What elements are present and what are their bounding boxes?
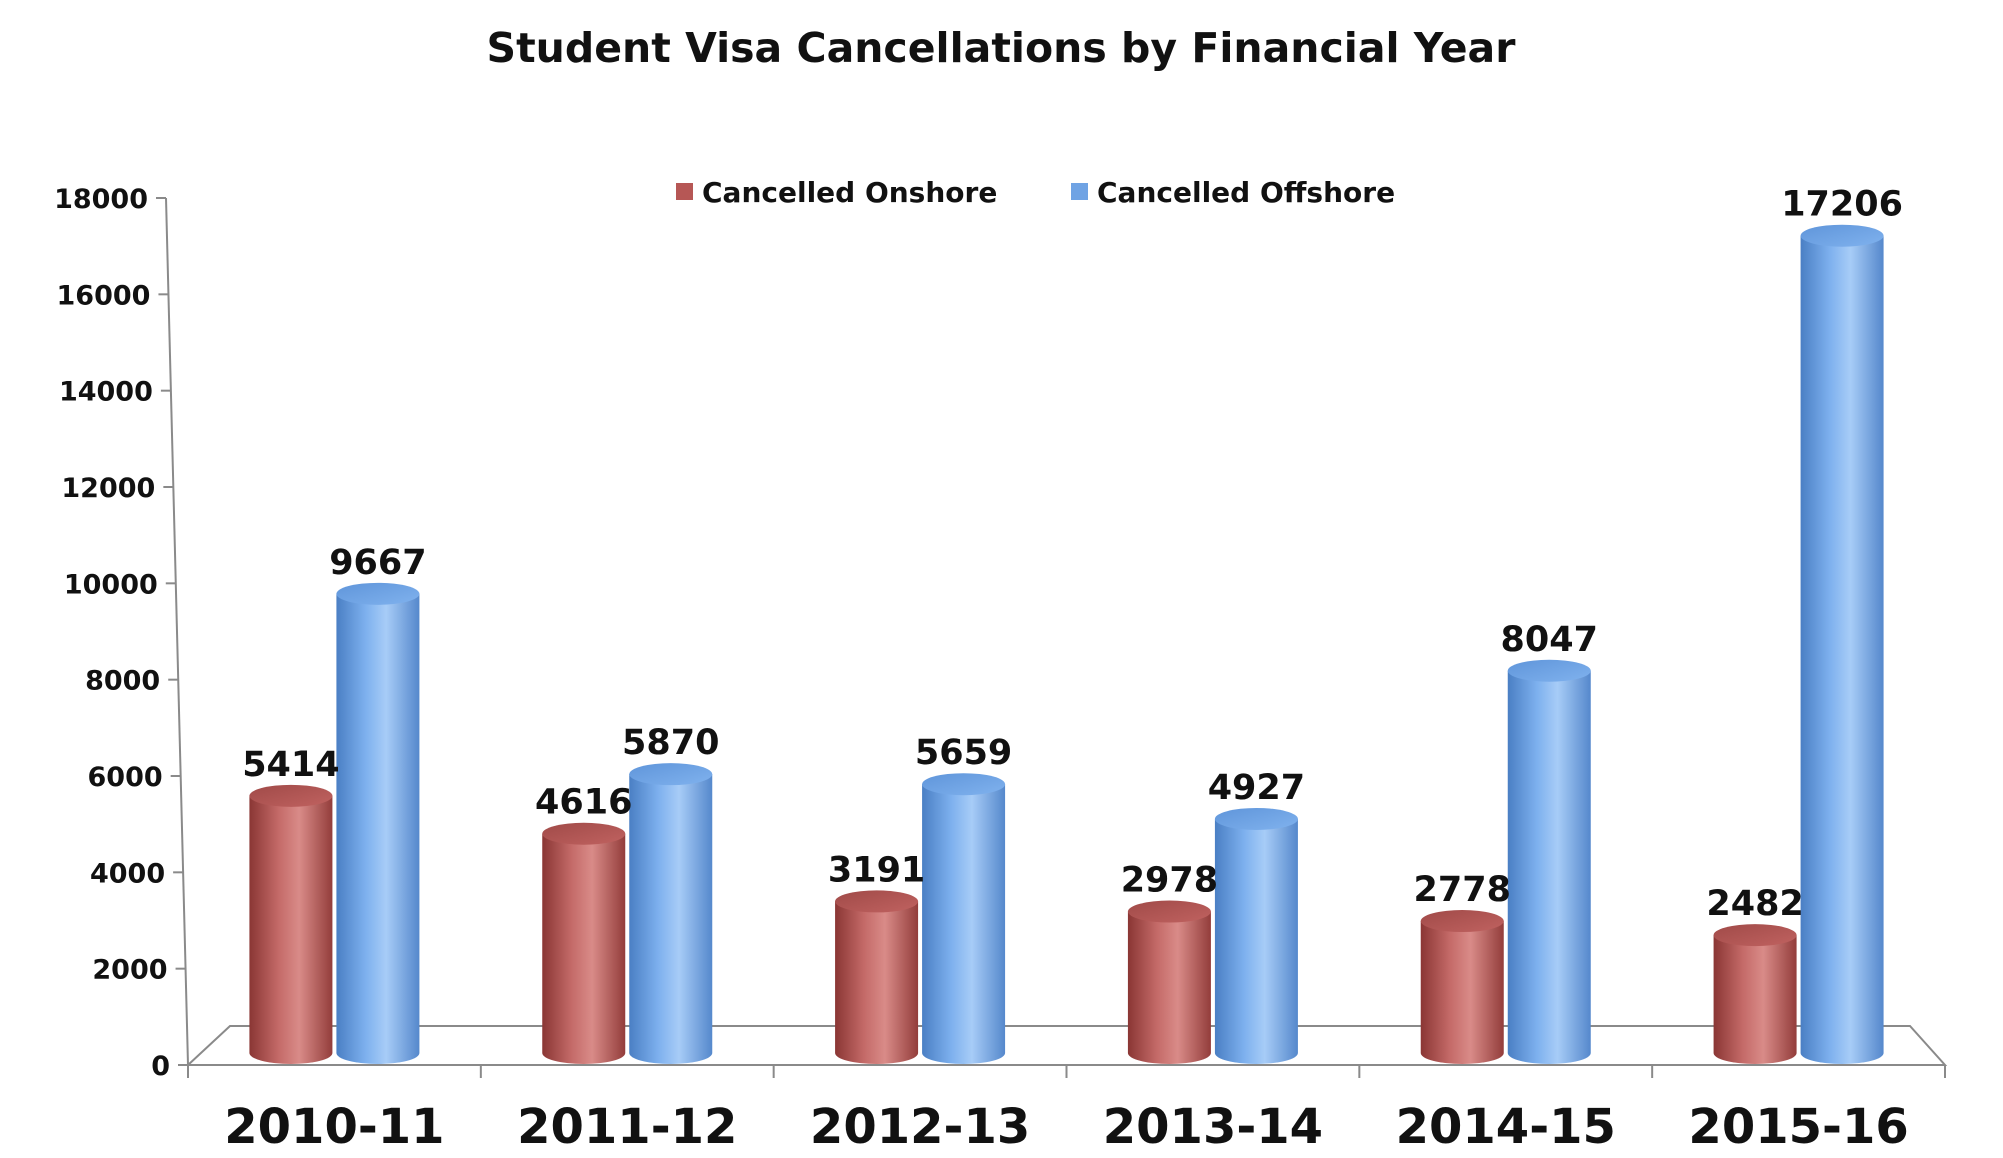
data-label-onshore: 2978 bbox=[1121, 861, 1218, 901]
x-tick-label: 2011-12 bbox=[517, 1099, 737, 1155]
bar-body bbox=[835, 901, 919, 1064]
bar-cap bbox=[1713, 924, 1797, 947]
y-tick-label: 6000 bbox=[88, 762, 163, 793]
x-axis-ticks: 2010-11 2011-12 2012-13 2013-14 2014-15 2015-… bbox=[187, 1065, 1946, 1155]
chart-floor bbox=[185, 1025, 1948, 1066]
data-label-offshore: 5659 bbox=[915, 733, 1012, 773]
y-tick-label: 10000 bbox=[64, 569, 158, 600]
y-tick-label: 0 bbox=[151, 1051, 170, 1082]
data-label-onshore: 3191 bbox=[828, 850, 925, 890]
bar-body bbox=[1713, 935, 1797, 1064]
bar-onshore bbox=[1127, 900, 1211, 1064]
bar-cap bbox=[542, 822, 626, 845]
bar-onshore bbox=[249, 784, 333, 1064]
bar-cap bbox=[922, 773, 1006, 796]
bar-body bbox=[1800, 235, 1884, 1065]
y-tick-label: 8000 bbox=[85, 666, 160, 697]
bar-cap bbox=[629, 763, 713, 786]
bar-body bbox=[629, 774, 713, 1064]
bar-body bbox=[336, 593, 420, 1064]
legend: Cancelled Onshore Cancelled Offshore bbox=[676, 176, 1395, 209]
y-tick-label: 14000 bbox=[59, 377, 153, 408]
y-axis-line bbox=[165, 197, 189, 1066]
bar-offshore bbox=[1214, 807, 1298, 1064]
bar-onshore bbox=[542, 822, 626, 1064]
data-label-offshore: 5870 bbox=[622, 723, 719, 763]
bar-cap bbox=[1507, 659, 1591, 682]
data-label-onshore: 2482 bbox=[1706, 884, 1803, 924]
bar-body bbox=[1127, 911, 1211, 1064]
bar-offshore bbox=[629, 763, 713, 1064]
data-label-offshore: 4927 bbox=[1208, 768, 1305, 808]
bar-body bbox=[922, 784, 1006, 1064]
x-tick-label: 2012-13 bbox=[810, 1099, 1030, 1155]
bar-offshore bbox=[1800, 224, 1884, 1065]
bar-cap bbox=[1214, 807, 1298, 830]
bar-cap bbox=[1127, 900, 1211, 923]
bar-onshore bbox=[835, 890, 919, 1064]
bar-body bbox=[1420, 921, 1504, 1064]
bar-onshore bbox=[1420, 910, 1504, 1064]
y-tick-label: 18000 bbox=[54, 184, 148, 215]
data-labels: 5414 9667 4616 5870 3191 5659 2978 4927 2778 8047… bbox=[242, 185, 1903, 924]
y-tick-label: 16000 bbox=[57, 280, 151, 311]
y-tick-label: 2000 bbox=[92, 955, 167, 986]
data-label-onshore: 2778 bbox=[1414, 870, 1511, 910]
legend-swatch-onshore bbox=[676, 183, 693, 200]
bars bbox=[249, 224, 1884, 1065]
data-label-onshore: 5414 bbox=[242, 745, 339, 785]
bar-cap bbox=[1420, 910, 1504, 933]
y-axis-ticks: 0 2000 4000 6000 8000 10000 12000 14000 16000 180… bbox=[54, 184, 188, 1082]
bar-onshore bbox=[1713, 924, 1797, 1064]
x-tick-label: 2014-15 bbox=[1396, 1099, 1616, 1155]
data-label-offshore: 8047 bbox=[1501, 620, 1598, 660]
bar-cap bbox=[336, 582, 420, 605]
bar-offshore bbox=[336, 582, 420, 1064]
bar-body bbox=[1214, 818, 1298, 1064]
x-tick-label: 2010-11 bbox=[224, 1099, 444, 1155]
bar-offshore bbox=[922, 773, 1006, 1064]
legend-label-onshore: Cancelled Onshore bbox=[702, 176, 997, 209]
bar-cap bbox=[249, 784, 333, 807]
bar-offshore bbox=[1507, 659, 1591, 1064]
bar-body bbox=[542, 833, 626, 1064]
x-tick-label: 2015-16 bbox=[1688, 1099, 1908, 1155]
bar-cap bbox=[835, 890, 919, 913]
y-tick-label: 12000 bbox=[61, 473, 155, 504]
data-label-offshore: 9667 bbox=[329, 543, 426, 583]
bar-cap bbox=[1800, 224, 1884, 247]
bar-body bbox=[249, 795, 333, 1064]
legend-swatch-offshore bbox=[1071, 183, 1088, 200]
y-tick-label: 4000 bbox=[90, 858, 165, 889]
chart-title: Student Visa Cancellations by Financial … bbox=[487, 24, 1517, 72]
x-tick-label: 2013-14 bbox=[1103, 1099, 1323, 1155]
bar-body bbox=[1507, 670, 1591, 1064]
data-label-offshore: 17206 bbox=[1781, 185, 1903, 225]
legend-label-offshore: Cancelled Offshore bbox=[1097, 176, 1395, 209]
data-label-onshore: 4616 bbox=[535, 783, 632, 823]
